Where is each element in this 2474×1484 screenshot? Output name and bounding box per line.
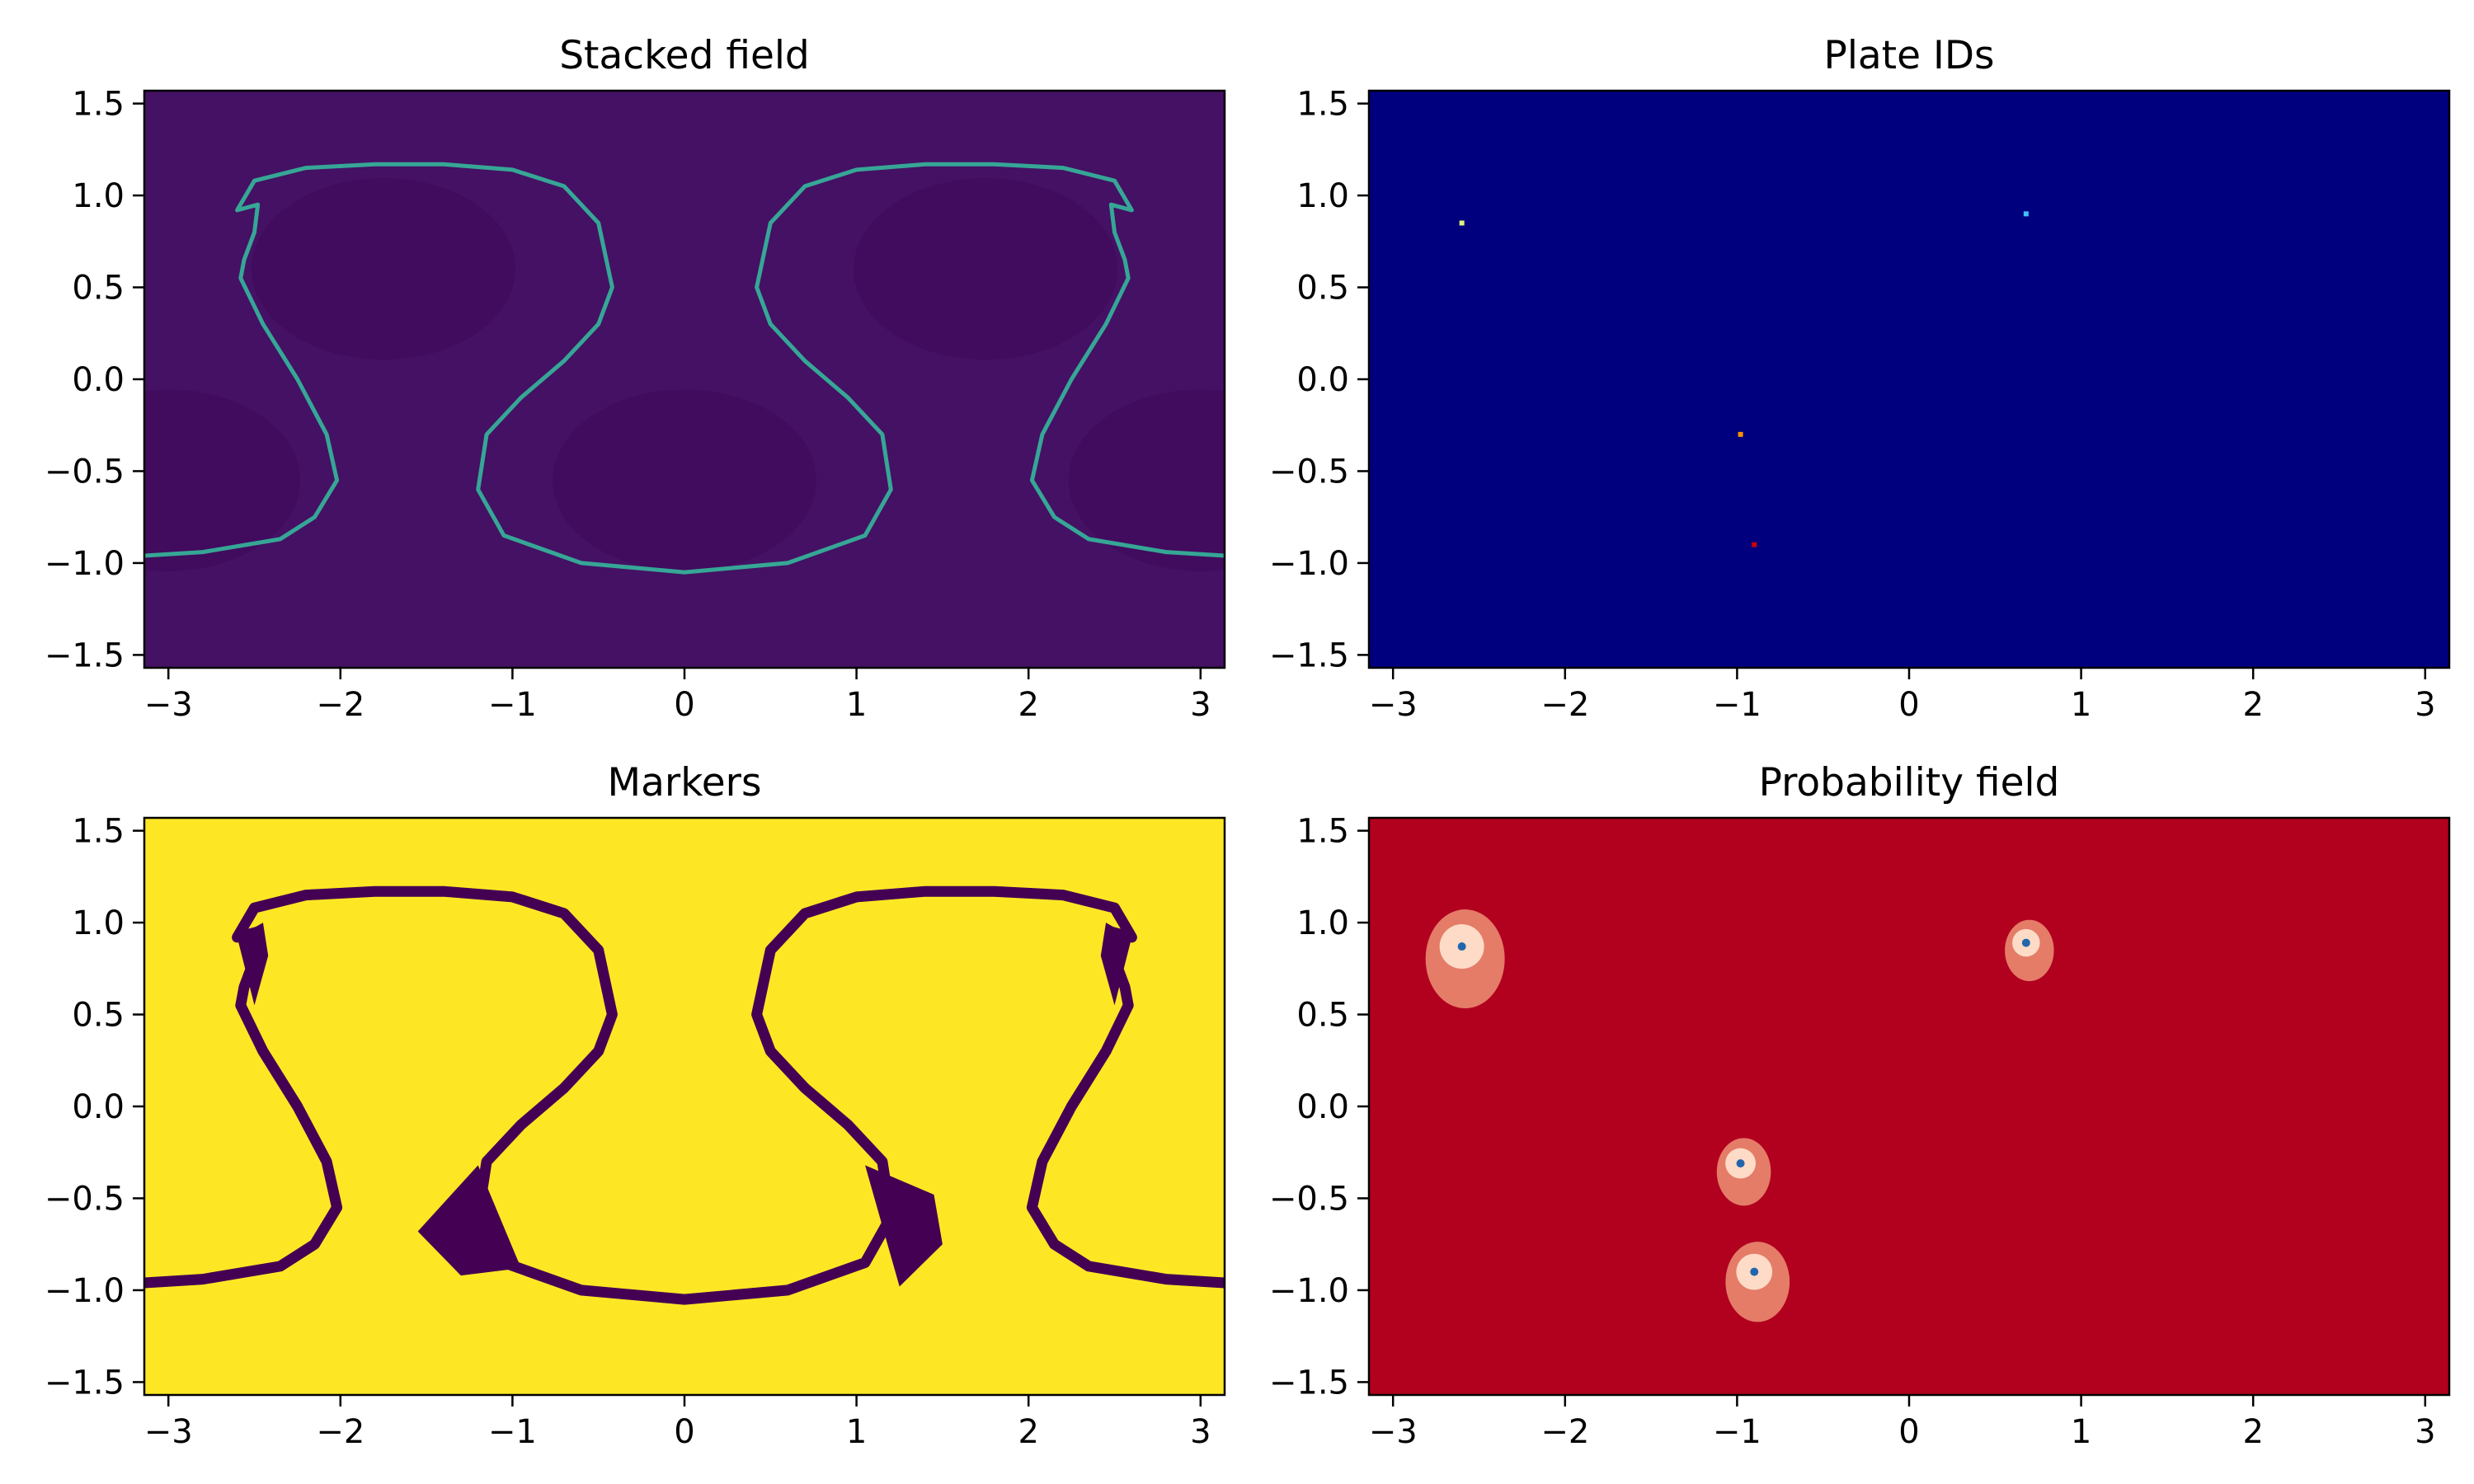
x-tick-label: −3: [144, 686, 193, 724]
x-tick-label: −1: [1713, 686, 1761, 724]
chart-title: Plate IDs: [1823, 33, 1995, 78]
plate-point: [1738, 431, 1743, 437]
x-tick-label: 0: [674, 1413, 694, 1451]
y-tick-label: 1.0: [72, 177, 125, 215]
y-tick-label: −1.5: [45, 1364, 125, 1402]
x-tick-label: 0: [1898, 686, 1919, 724]
y-tick-label: −0.5: [45, 1180, 125, 1218]
probability-point: [1736, 1159, 1745, 1168]
x-tick-label: 3: [1190, 1413, 1211, 1451]
x-tick-label: −2: [1540, 686, 1589, 724]
field-curve: [144, 162, 1225, 575]
y-tick-label: 0.5: [72, 997, 125, 1035]
marker-curve: [144, 885, 1225, 1305]
y-tick-label: −1.5: [45, 636, 125, 674]
x-tick-label: −1: [488, 1413, 537, 1451]
y-tick-label: 0.0: [72, 1088, 125, 1126]
y-tick-label: −1.0: [1269, 545, 1349, 583]
y-tick-label: −1.5: [1269, 1364, 1349, 1402]
x-tick-label: 1: [2071, 1413, 2091, 1451]
x-tick-label: −3: [1369, 1413, 1418, 1451]
chart-markers: −3 −2 −1 0 1 2 3 −1.5 −1.0 −0.5 0.0 0.5 1.0 1.5: [45, 813, 1226, 1451]
x-tick-label: 1: [846, 686, 867, 724]
x-tick-label: −2: [316, 686, 365, 724]
x-tick-label: 0: [1898, 1413, 1919, 1451]
heatmap-background: [144, 91, 1225, 668]
plate-point: [1459, 220, 1465, 226]
chart-plate-ids: −3 −2 −1 0 1 2 3 −1.5 −1.0 −0.5 0.0 0.5 1.0 1.5: [1269, 86, 2451, 724]
y-tick-label: 1.0: [72, 904, 125, 942]
probability-point: [2021, 938, 2030, 947]
x-tick-label: 1: [846, 1413, 867, 1451]
x-tick-label: −3: [144, 1413, 193, 1451]
x-tick-label: 3: [2415, 1413, 2435, 1451]
y-tick-label: 0.0: [1296, 361, 1349, 399]
probability-point: [1457, 942, 1466, 951]
x-tick-label: 2: [2242, 1413, 2263, 1451]
plate-point: [1752, 542, 1757, 547]
heatmap-background: [1369, 818, 2449, 1395]
field-basin: [144, 389, 301, 571]
y-tick-label: −0.5: [1269, 453, 1349, 491]
chart-probability-field: −3 −2 −1 0 1 2 3 −1.5 −1.0 −0.5 0.0 0.5 1.0 1.5: [1269, 813, 2451, 1451]
x-tick-label: −1: [488, 686, 537, 724]
x-tick-label: −3: [1369, 686, 1418, 724]
y-tick-label: 0.5: [1296, 997, 1349, 1035]
heatmap-background: [144, 818, 1225, 1395]
plate-point: [2023, 211, 2029, 217]
x-tick-label: 1: [2071, 686, 2091, 724]
panel-plate-ids: Plate IDs −3 −2 −1 0 1 2 3 −1.5 −1.0 −0.5 0.0 0.5 1.…: [1225, 0, 2462, 742]
probability-point: [1750, 1267, 1759, 1276]
heatmap-marks: [1459, 211, 2029, 547]
x-tick-label: −2: [1540, 1413, 1589, 1451]
y-tick-label: 1.0: [1296, 177, 1349, 215]
y-tick-label: 1.5: [1296, 86, 1349, 124]
y-tick-label: 0.0: [1296, 1088, 1349, 1126]
y-tick-label: −0.5: [45, 453, 125, 491]
chart-stacked-field: −3 −2 −1 0 1 2 3 −1.5 −1.0 −0.5 0.0 0.5 1.0 1.5: [45, 86, 1226, 724]
x-tick-label: 2: [1018, 686, 1038, 724]
y-tick-label: 1.0: [1296, 904, 1349, 942]
field-basin: [1068, 389, 1225, 571]
y-tick-label: −0.5: [1269, 1180, 1349, 1218]
panel-probability-field: Probability field −3 −2 −1 0 1 2 3 −1.5 −1.0 −0.5…: [1225, 727, 2462, 1469]
y-tick-label: 1.5: [72, 813, 125, 851]
chart-title: Stacked field: [559, 33, 810, 78]
field-basin: [553, 389, 816, 571]
x-tick-label: 0: [674, 686, 694, 724]
y-tick-label: −1.5: [1269, 636, 1349, 674]
y-tick-label: −1.0: [1269, 1272, 1349, 1310]
x-tick-label: 2: [1018, 1413, 1038, 1451]
chart-title: Markers: [607, 760, 762, 805]
x-tick-label: 2: [2242, 686, 2263, 724]
x-tick-label: −2: [316, 1413, 365, 1451]
x-tick-label: −1: [1713, 1413, 1761, 1451]
x-tick-label: 3: [2415, 686, 2435, 724]
y-tick-label: 1.5: [72, 86, 125, 124]
heatmap-background: [1369, 91, 2449, 668]
y-tick-label: 1.5: [1296, 813, 1349, 851]
panel-stacked-field: Stacked field −3 −2 −1 0 1 2 3 −1.5 −1.0 −0.5 0.0 0…: [0, 0, 1237, 742]
x-tick-label: 3: [1190, 686, 1211, 724]
panel-markers: Markers −3 −2 −1 0 1 2 3 −1.5 −1.0 −0.5 0.0 0.5 1.0 1…: [0, 727, 1237, 1469]
field-basin: [854, 178, 1118, 360]
y-tick-label: −1.0: [45, 1272, 125, 1310]
chart-title: Probability field: [1758, 760, 2060, 805]
y-tick-label: −1.0: [45, 545, 125, 583]
heatmap-marks: [144, 162, 1225, 575]
y-tick-label: 0.0: [72, 361, 125, 399]
heatmap-marks: [1425, 909, 2054, 1322]
heatmap-marks: [144, 885, 1225, 1305]
field-basin: [251, 178, 515, 360]
y-tick-label: 0.5: [1296, 270, 1349, 308]
y-tick-label: 0.5: [72, 270, 125, 308]
